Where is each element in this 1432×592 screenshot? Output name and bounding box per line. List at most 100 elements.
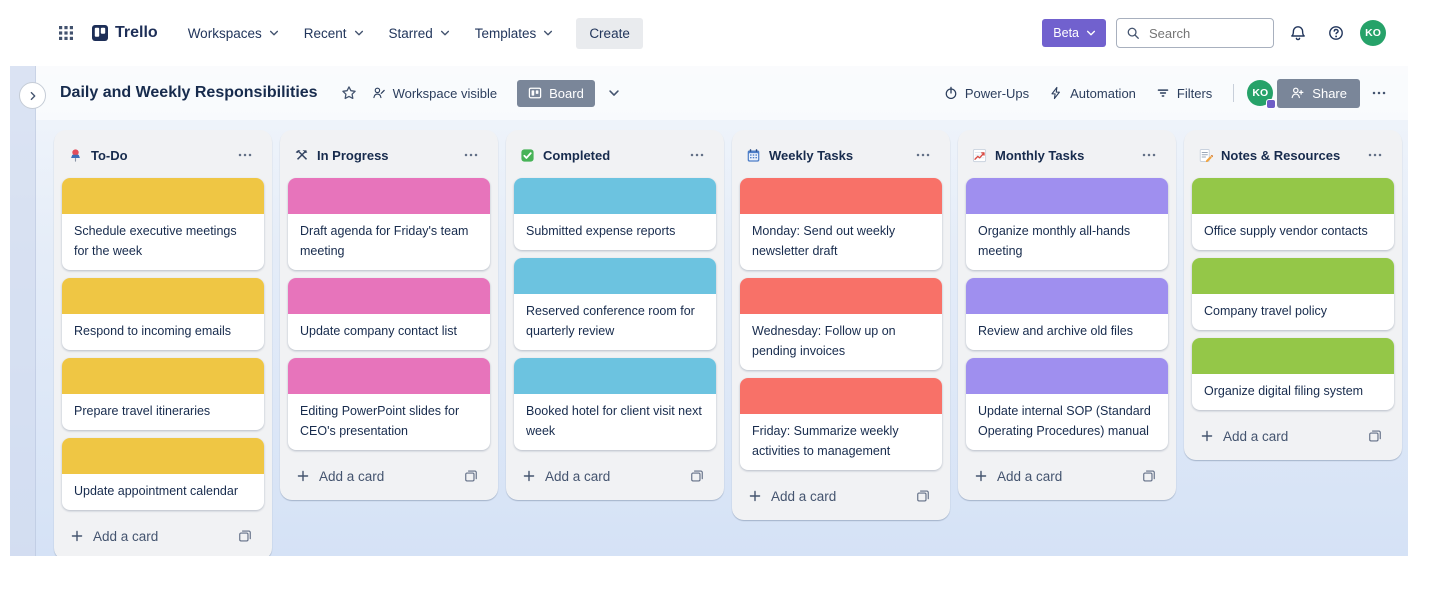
more-icon: [463, 147, 479, 163]
create-from-template-button[interactable]: [684, 463, 710, 489]
list-menu-button[interactable]: [910, 142, 936, 168]
card-label[interactable]: [62, 358, 264, 394]
list-menu-button[interactable]: [458, 142, 484, 168]
power-ups-button[interactable]: Power-Ups: [936, 80, 1037, 107]
list-title[interactable]: Monthly Tasks: [995, 147, 1085, 163]
star-board-button[interactable]: [334, 78, 364, 108]
board-title[interactable]: Daily and Weekly Responsibilities: [60, 84, 318, 101]
card[interactable]: Prepare travel itineraries: [62, 358, 264, 430]
list-menu-button[interactable]: [232, 142, 258, 168]
view-switcher-chevron-button[interactable]: [599, 78, 629, 108]
card-label[interactable]: [62, 278, 264, 314]
list-header: Completed: [514, 138, 716, 178]
plus-icon: [522, 469, 536, 483]
search-box[interactable]: [1116, 18, 1274, 48]
card-label[interactable]: [288, 278, 490, 314]
card[interactable]: Company travel policy: [1192, 258, 1394, 330]
nav-menu-workspaces[interactable]: Workspaces: [176, 19, 292, 48]
card[interactable]: Reserved conference room for quarterly r…: [514, 258, 716, 350]
nav-menu-recent[interactable]: Recent: [292, 19, 377, 48]
create-from-template-button[interactable]: [910, 483, 936, 509]
card-label[interactable]: [966, 278, 1168, 314]
card-label[interactable]: [62, 438, 264, 474]
card-label[interactable]: [62, 178, 264, 214]
create-from-template-button[interactable]: [232, 523, 258, 549]
card[interactable]: Friday: Summarize weekly activities to m…: [740, 378, 942, 470]
list-title[interactable]: In Progress: [317, 147, 389, 163]
card[interactable]: Respond to incoming emails: [62, 278, 264, 350]
card[interactable]: Office supply vendor contacts: [1192, 178, 1394, 250]
card-label[interactable]: [1192, 178, 1394, 214]
card-label[interactable]: [514, 358, 716, 394]
nav-menu-starred[interactable]: Starred: [377, 19, 463, 48]
card-label[interactable]: [740, 378, 942, 414]
create-from-template-button[interactable]: [1136, 463, 1162, 489]
card-label[interactable]: [288, 358, 490, 394]
add-card-button[interactable]: Add a card: [1192, 418, 1394, 452]
board-view-button[interactable]: Board: [517, 79, 595, 107]
card[interactable]: Update appointment calendar: [62, 438, 264, 510]
help-button[interactable]: [1322, 19, 1350, 47]
list-title[interactable]: Completed: [543, 147, 611, 163]
list-menu-button[interactable]: [684, 142, 710, 168]
expand-sidebar-button[interactable]: [19, 82, 46, 109]
add-card-button[interactable]: Add a card: [514, 458, 716, 492]
card[interactable]: Draft agenda for Friday's team meeting: [288, 178, 490, 270]
card-label[interactable]: [514, 178, 716, 214]
list-menu-button[interactable]: [1362, 142, 1388, 168]
add-card-label: Add a card: [997, 468, 1063, 484]
search-input[interactable]: [1147, 24, 1264, 42]
more-icon: [1367, 147, 1383, 163]
card[interactable]: Editing PowerPoint slides for CEO's pres…: [288, 358, 490, 450]
card[interactable]: Review and archive old files: [966, 278, 1168, 350]
trello-logo[interactable]: Trello: [92, 24, 158, 42]
add-card-button[interactable]: Add a card: [740, 478, 942, 512]
filters-button[interactable]: Filters: [1148, 80, 1220, 107]
card[interactable]: Update internal SOP (Standard Operating …: [966, 358, 1168, 450]
automation-button[interactable]: Automation: [1041, 80, 1144, 107]
board-menu-button[interactable]: [1364, 78, 1394, 108]
create-from-template-button[interactable]: [1362, 423, 1388, 449]
card[interactable]: Booked hotel for client visit next week: [514, 358, 716, 450]
chevron-down-icon: [607, 86, 621, 100]
list-menu-button[interactable]: [1136, 142, 1162, 168]
user-avatar[interactable]: KO: [1360, 20, 1386, 46]
add-card-label: Add a card: [771, 488, 837, 504]
create-from-template-button[interactable]: [458, 463, 484, 489]
list-title[interactable]: To-Do: [91, 147, 128, 163]
more-icon: [689, 147, 705, 163]
card-label[interactable]: [288, 178, 490, 214]
card-label[interactable]: [740, 178, 942, 214]
card-label[interactable]: [1192, 258, 1394, 294]
card-title: Respond to incoming emails: [74, 324, 232, 338]
card[interactable]: Update company contact list: [288, 278, 490, 350]
add-card-button[interactable]: Add a card: [62, 518, 264, 552]
card-title: Submitted expense reports: [526, 224, 676, 238]
card-label[interactable]: [966, 358, 1168, 394]
app-switcher-button[interactable]: [52, 19, 80, 47]
card[interactable]: Organize digital filing system: [1192, 338, 1394, 410]
star-icon: [341, 85, 357, 101]
card[interactable]: Monday: Send out weekly newsletter draft: [740, 178, 942, 270]
card-label[interactable]: [1192, 338, 1394, 374]
card-label[interactable]: [514, 258, 716, 294]
beta-button[interactable]: Beta: [1042, 19, 1106, 47]
template-icon: [1142, 469, 1156, 483]
share-button[interactable]: Share: [1277, 78, 1360, 108]
card[interactable]: Organize monthly all-hands meeting: [966, 178, 1168, 270]
check-box-icon: [520, 148, 535, 163]
card-label[interactable]: [966, 178, 1168, 214]
workspace-visibility-button[interactable]: Workspace visible: [364, 80, 506, 107]
add-card-button[interactable]: Add a card: [966, 458, 1168, 492]
add-card-button[interactable]: Add a card: [288, 458, 490, 492]
notifications-button[interactable]: [1284, 19, 1312, 47]
card-label[interactable]: [740, 278, 942, 314]
card[interactable]: Schedule executive meetings for the week: [62, 178, 264, 270]
card[interactable]: Wednesday: Follow up on pending invoices: [740, 278, 942, 370]
board-member-avatar[interactable]: KO: [1247, 80, 1277, 109]
card[interactable]: Submitted expense reports: [514, 178, 716, 250]
list-title[interactable]: Weekly Tasks: [769, 147, 854, 163]
nav-menu-templates[interactable]: Templates: [463, 19, 567, 48]
list-title[interactable]: Notes & Resources: [1221, 147, 1341, 163]
create-button[interactable]: Create: [576, 17, 643, 49]
